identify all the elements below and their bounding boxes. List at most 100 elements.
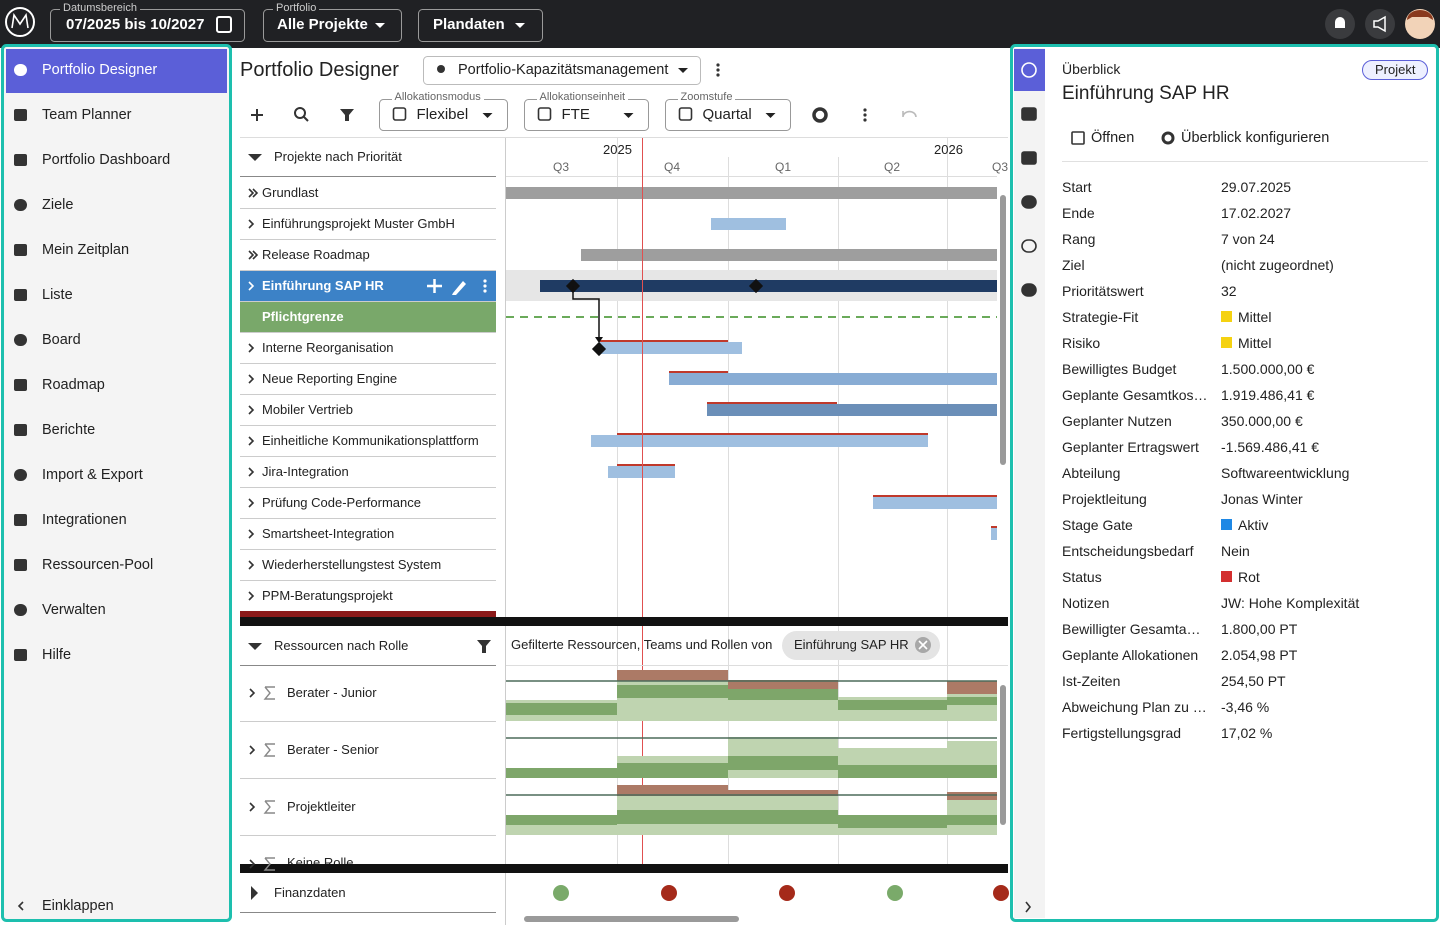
gantt-row-label[interactable]: Grundlast: [262, 185, 319, 200]
nav-item[interactable]: Verwalten: [42, 602, 106, 618]
open-button[interactable]: Öffnen: [1091, 130, 1135, 146]
gantt-row-label[interactable]: Einheitliche Kommunikationsplattform: [262, 433, 479, 448]
year-label: 2025: [603, 142, 632, 157]
resource-row-label[interactable]: Keine Rolle: [287, 855, 354, 864]
resource-row-label[interactable]: Projektleiter: [287, 799, 356, 814]
gantt-row-label[interactable]: PPM-Beratungsprojekt: [262, 588, 393, 603]
resource-row-label[interactable]: Berater - Senior: [287, 742, 379, 757]
edit-icon[interactable]: [452, 281, 466, 295]
gantt-row-label[interactable]: Einführung SAP HR: [262, 278, 384, 293]
gantt-bar: [506, 187, 997, 199]
gantt-row-label[interactable]: Pflichtgrenze: [262, 309, 344, 324]
nav-item[interactable]: Ziele: [42, 197, 74, 213]
field-label: Projektleitung: [1062, 491, 1147, 507]
select-value[interactable]: Flexibel: [416, 106, 469, 123]
gantt-row-label[interactable]: Jira-Integration: [262, 464, 349, 479]
gantt-row-label[interactable]: Neue Reporting Engine: [262, 371, 398, 386]
collapse[interactable]: Einklappen: [42, 898, 114, 914]
kebab-dot: [716, 63, 720, 67]
nav-item[interactable]: Board: [42, 332, 81, 348]
finance-indicator: [779, 885, 795, 901]
sum-icon: [263, 686, 275, 700]
chevron: [248, 374, 255, 384]
splitter[interactable]: [240, 864, 1008, 873]
field-label: Stage Gate: [1062, 517, 1133, 533]
configure-button[interactable]: Überblick konfigurieren: [1181, 130, 1330, 146]
gantt-bar: [991, 528, 997, 540]
view-name[interactable]: Portfolio-Kapazitätsmanagement: [458, 62, 669, 78]
nav-item[interactable]: Mein Zeitplan: [42, 242, 130, 258]
sum-icon: [263, 800, 275, 814]
select-value[interactable]: Quartal: [702, 106, 752, 123]
splitter[interactable]: [240, 617, 1008, 626]
capacity-cell: [947, 765, 997, 778]
top-select[interactable]: [50, 9, 245, 42]
gantt-bar: [581, 249, 997, 261]
top-select[interactable]: [263, 9, 402, 42]
nav-icon: [14, 649, 27, 661]
portfolio-select[interactable]: Alle Projekte: [277, 16, 368, 33]
finance-indicator: [887, 885, 903, 901]
view-icon: [437, 65, 445, 73]
nav-item[interactable]: Integrationen: [42, 512, 127, 528]
filter-icon[interactable]: [477, 640, 491, 653]
scrollbar: [1000, 195, 1006, 465]
nav-item[interactable]: Portfolio Dashboard: [42, 152, 171, 168]
chevron: [248, 343, 255, 353]
pflicht-row: [240, 302, 496, 333]
panel-tab-icon[interactable]: [1021, 151, 1037, 165]
field-value: JW: Hohe Komplexität: [1221, 595, 1360, 611]
chevron: [248, 281, 255, 291]
finance-label: Finanzdaten: [274, 885, 346, 900]
nav-item[interactable]: Roadmap: [42, 377, 105, 393]
select-value[interactable]: FTE: [561, 106, 590, 123]
field-value: 17.02.2027: [1221, 205, 1292, 221]
field-label: Start: [1062, 179, 1092, 195]
nav-item[interactable]: Portfolio Designer: [42, 62, 158, 78]
finance-toggle[interactable]: [251, 886, 258, 900]
nav-item[interactable]: Hilfe: [42, 647, 72, 663]
gantt-row-label[interactable]: Einführungsprojekt Muster GmbH: [262, 216, 455, 231]
chevron: [248, 467, 255, 477]
nav-item[interactable]: Team Planner: [42, 107, 132, 123]
gantt-row-label[interactable]: Prüfung Code-Performance: [262, 495, 421, 510]
gantt-row-label[interactable]: Smartsheet-Integration: [262, 526, 395, 541]
capacity-cell: [947, 697, 997, 705]
nav-item[interactable]: Ressourcen-Pool: [42, 557, 154, 573]
panel-tab-icon[interactable]: [1021, 107, 1037, 121]
add-icon[interactable]: [427, 279, 442, 293]
chip-x: [918, 640, 928, 650]
gantt-row-label[interactable]: Wiederherstellungstest System: [262, 557, 442, 572]
info-icon[interactable]: [1021, 62, 1037, 78]
resource-row-label[interactable]: Berater - Junior: [287, 685, 377, 700]
panel-tab-icon[interactable]: [1021, 239, 1037, 253]
panel-expand[interactable]: [1025, 901, 1032, 913]
nav-icon: [14, 469, 27, 481]
gantt-row-label[interactable]: Interne Reorganisation: [262, 340, 394, 355]
field-value: Jonas Winter: [1221, 491, 1303, 507]
quarter-label: Q2: [884, 160, 901, 174]
plandaten-select[interactable]: Plandaten: [433, 16, 505, 33]
sum-icon: [263, 743, 275, 757]
nav-icon: [14, 604, 27, 616]
settings-icon[interactable]: [812, 107, 828, 123]
chevron: [252, 188, 259, 198]
date-range[interactable]: 07/2025 bis 10/2027: [66, 16, 205, 33]
nav-item[interactable]: Berichte: [42, 422, 96, 438]
filter-chip: [782, 631, 940, 660]
nav-item[interactable]: Liste: [42, 287, 73, 303]
gantt-row-label[interactable]: Mobiler Vertrieb: [262, 402, 354, 417]
gantt-row-label[interactable]: Release Roadmap: [262, 247, 370, 262]
view-select[interactable]: [423, 56, 701, 85]
kebab-dot: [863, 118, 867, 122]
capacity-cell: [728, 689, 838, 700]
gantt-bar: [540, 280, 997, 292]
nav-item[interactable]: Import & Export: [42, 467, 143, 483]
top-select[interactable]: [418, 9, 543, 42]
panel-tab-icon[interactable]: [1021, 195, 1037, 209]
panel-tab-icon[interactable]: [1021, 283, 1037, 297]
announcements[interactable]: [1365, 9, 1395, 39]
field-label: Geplanter Ertragswert: [1062, 439, 1199, 455]
search-icon: [294, 107, 306, 119]
nav-icon: [14, 64, 27, 76]
